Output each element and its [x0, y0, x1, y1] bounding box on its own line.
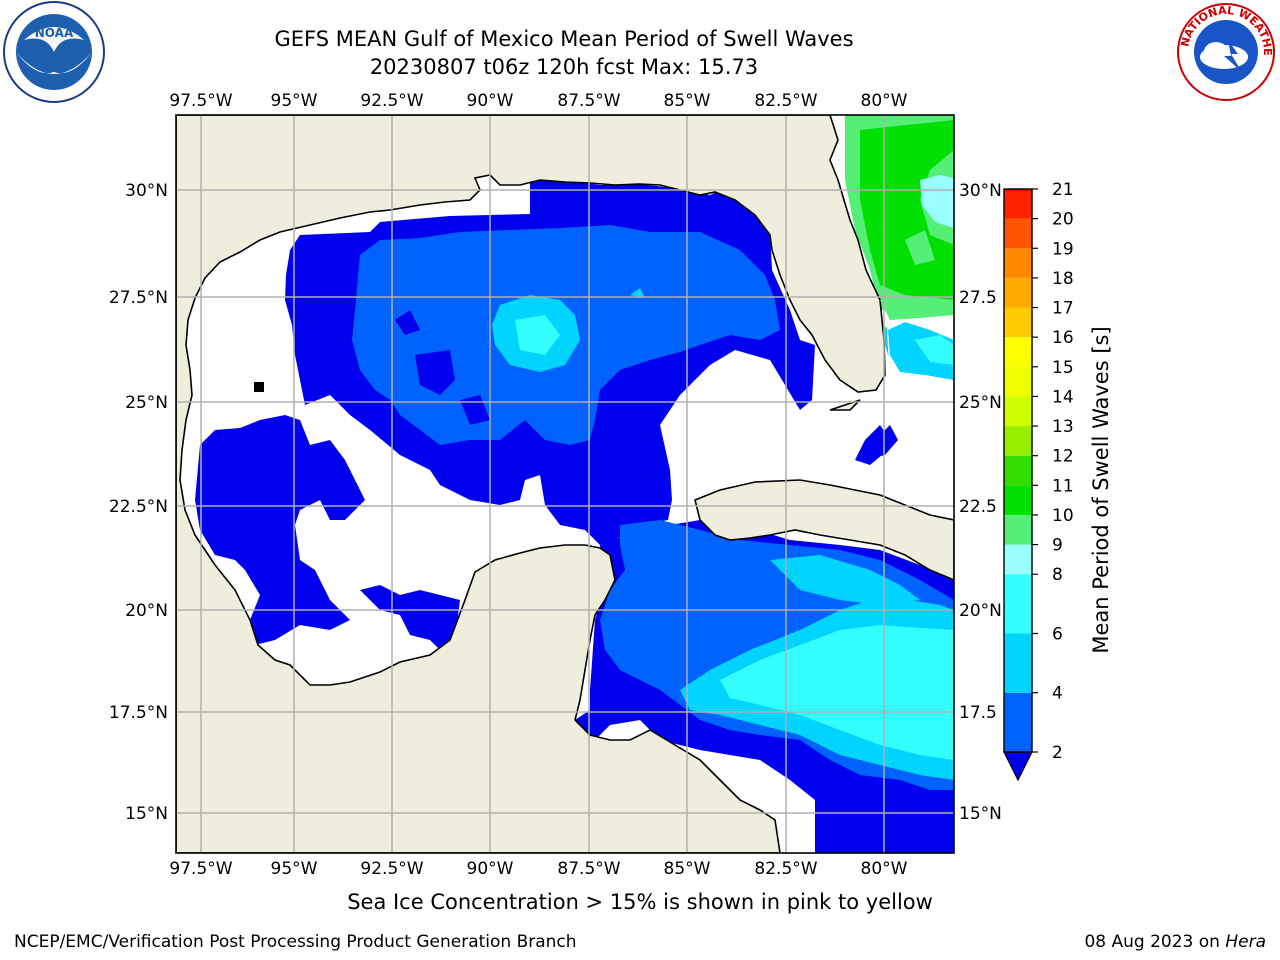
lon-tick-top: 80°W: [861, 91, 908, 111]
noaa-logo: NOAA: [3, 1, 105, 103]
lon-tick-top: 92.5°W: [360, 91, 423, 111]
lon-tick-top: 90°W: [467, 91, 514, 111]
lat-tick-right: 15°N: [959, 804, 1002, 824]
colorbar-tick: 4: [1052, 684, 1063, 704]
colorbar-bin: [1004, 633, 1032, 693]
lon-tick-bottom: 85°W: [664, 859, 711, 879]
lat-tick-right: 27.5: [959, 288, 997, 308]
lat-tick-left: 25°N: [125, 393, 168, 413]
colorbar-tick: 11: [1052, 476, 1074, 496]
chart-title: GEFS MEAN Gulf of Mexico Mean Period of …: [274, 27, 854, 51]
lat-tick-left: 20°N: [125, 601, 168, 621]
axis-labels: 97.5°W 97.5°W 95°W 95°W 92.5°W 92.5°W 90°W 90°W…: [109, 91, 1002, 879]
colorbar-tick: 13: [1052, 417, 1074, 437]
colorbar-bin: [1004, 337, 1032, 367]
colorbar-bin: [1004, 218, 1032, 249]
footer-host: Hera: [1225, 932, 1266, 952]
colorbar-bin: [1004, 574, 1032, 634]
nws-logo: NATIONAL WEATHER SERVICE: [1176, 2, 1275, 101]
colorbar-bin: [1004, 485, 1032, 515]
lat-tick-right: 22.5: [959, 497, 997, 517]
colorbar-bin: [1004, 426, 1032, 456]
colorbar-bin: [1004, 544, 1032, 575]
lat-tick-right: 17.5: [959, 703, 997, 723]
lon-tick-bottom: 95°W: [271, 859, 318, 879]
colorbar-bin: [1004, 189, 1032, 219]
colorbar-tick: 16: [1052, 328, 1074, 348]
svg-text:NOAA: NOAA: [35, 26, 74, 40]
colorbar-bin: [1004, 396, 1032, 427]
lat-tick-right: 20°N: [959, 601, 1002, 621]
colorbar-tick: 12: [1052, 447, 1074, 467]
sea-ice-note: Sea Ice Concentration > 15% is shown in …: [347, 890, 933, 914]
lat-tick-left: 17.5°N: [109, 703, 168, 723]
lon-tick-top: 95°W: [271, 91, 318, 111]
lat-tick-left: 15°N: [125, 804, 168, 824]
colorbar-bin: [1004, 366, 1032, 397]
colorbar-tick: 19: [1052, 239, 1074, 259]
map-frame: [175, 114, 955, 854]
footer-date-text: 08 Aug 2023 on: [1084, 932, 1220, 952]
footer-date: 08 Aug 2023 on Hera: [1084, 932, 1266, 952]
lon-tick-bottom: 87.5°W: [557, 859, 620, 879]
colorbar-bin: [1004, 307, 1032, 338]
colorbar-extend-arrow: [1003, 751, 1033, 782]
lat-tick-left: 22.5°N: [109, 497, 168, 517]
colorbar-bin: [1004, 248, 1032, 278]
colorbar-bin: [1004, 455, 1032, 486]
lat-tick-right: 30°N: [959, 181, 1002, 201]
lon-tick-top: 97.5°W: [169, 91, 232, 111]
colorbar-tick: 6: [1052, 624, 1063, 644]
colorbar-tick: 21: [1052, 180, 1074, 200]
lon-tick-bottom: 82.5°W: [754, 859, 817, 879]
colorbar-tick: 14: [1052, 387, 1074, 407]
chart-subtitle: 20230807 t06z 120h fcst Max: 15.73: [369, 55, 759, 79]
colorbar-tick: 8: [1052, 565, 1063, 585]
colorbar-label-wrap: Mean Period of Swell Waves [s]: [1081, 326, 1121, 653]
lat-tick-left: 30°N: [125, 181, 168, 201]
colorbar-tick: 17: [1052, 299, 1074, 319]
lat-tick-right: 25°N: [959, 393, 1002, 413]
colorbar-tick: 2: [1052, 743, 1063, 763]
grid: [176, 115, 954, 853]
lon-tick-bottom: 97.5°W: [169, 859, 232, 879]
colorbar-tick: 20: [1052, 210, 1074, 230]
lon-tick-bottom: 90°W: [467, 859, 514, 879]
lon-tick-top: 85°W: [664, 91, 711, 111]
colorbar-tick: 18: [1052, 269, 1074, 289]
lon-tick-top: 87.5°W: [557, 91, 620, 111]
colorbar-tick: 10: [1052, 506, 1074, 526]
map-area: [176, 115, 954, 853]
colorbar-bin: [1004, 277, 1032, 308]
lon-tick-bottom: 92.5°W: [360, 859, 423, 879]
colorbar-tick: 9: [1052, 536, 1063, 556]
colorbar-label: Mean Period of Swell Waves [s]: [1089, 326, 1113, 654]
colorbar-tick: 15: [1052, 358, 1074, 378]
colorbar-bin: [1004, 514, 1032, 545]
colorbar: 2 4 6 8 9 10 11 12 13 14 15 16 17 18 19 20 21: [1003, 180, 1074, 782]
colorbar-bin: [1004, 692, 1032, 752]
footer-credit: NCEP/EMC/Verification Post Processing Pr…: [14, 932, 577, 952]
lon-tick-top: 82.5°W: [754, 91, 817, 111]
lat-tick-left: 27.5°N: [109, 288, 168, 308]
lon-tick-bottom: 80°W: [861, 859, 908, 879]
